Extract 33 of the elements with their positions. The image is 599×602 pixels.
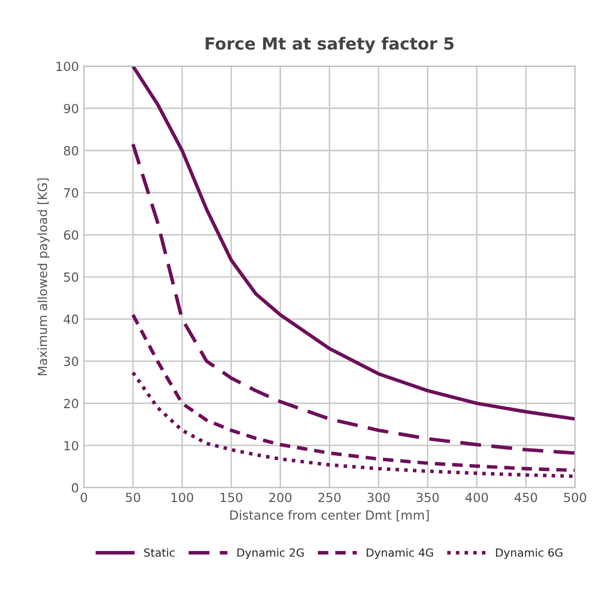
line-series — [131, 313, 576, 472]
y-tick-label: 10 — [64, 440, 78, 450]
x-tick-label: 100 — [172, 492, 194, 502]
y-tick-label: 90 — [64, 104, 78, 114]
y-tick-label: 70 — [64, 188, 78, 198]
x-tick-label: 350 — [416, 492, 439, 502]
x-tick-label: 300 — [368, 492, 390, 502]
y-tick-label: 100 — [56, 62, 78, 72]
chart-title: Force Mt at safety factor 5 — [206, 36, 454, 54]
x-tick-label: 500 — [564, 492, 586, 502]
y-tick-label: 60 — [64, 230, 78, 240]
legend-label: Dynamic 4G — [366, 548, 433, 559]
line-series — [131, 66, 576, 421]
x-tick-label: 150 — [220, 492, 242, 502]
line-series — [131, 370, 576, 478]
y-tick-label: 80 — [64, 146, 78, 156]
x-tick-label: 250 — [318, 492, 341, 502]
x-axis-title: Distance from center Dmt [mm] — [230, 510, 429, 522]
y-tick-label: 0 — [72, 483, 78, 493]
x-tick-label: 50 — [126, 492, 140, 502]
y-tick-label: 40 — [64, 314, 78, 324]
x-tick-label: 200 — [269, 492, 292, 502]
x-tick-label: 400 — [465, 492, 488, 502]
y-axis-title: Maximum allowed payload [KG] — [37, 178, 50, 376]
legend-label: Static — [144, 548, 175, 557]
legend-label: Dynamic 2G — [237, 548, 304, 559]
x-tick-label: 450 — [514, 492, 538, 502]
y-tick-label: 30 — [64, 356, 78, 366]
legend-label: Dynamic 6G — [496, 548, 562, 559]
line-series — [131, 142, 576, 455]
y-tick-label: 50 — [64, 272, 78, 282]
x-tick-label: 0 — [80, 492, 88, 502]
y-tick-label: 20 — [64, 398, 78, 408]
